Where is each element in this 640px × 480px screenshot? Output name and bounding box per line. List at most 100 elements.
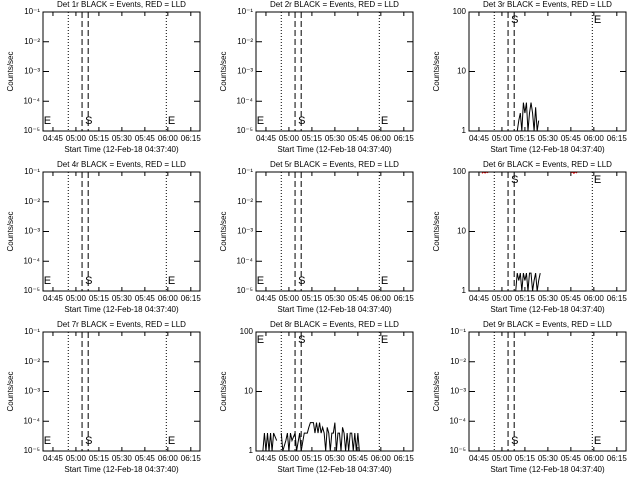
x-tick-label: 05:00 [66,134,87,143]
y-tick-label: 10⁻³ [237,227,253,236]
y-axis-label: Counts/sec [432,211,441,251]
annotation: E [44,435,51,447]
x-axis-label: Start Time (12-Feb-18 04:37:40) [64,465,179,474]
panel-title: Det 7r BLACK = Events, RED = LLD [57,320,186,329]
y-tick-label: 10⁻¹ [237,7,253,16]
x-tick-label: 04:45 [256,134,277,143]
annotation: S [511,435,518,447]
x-tick-label: 06:00 [584,134,605,143]
annotation: E [257,275,264,287]
y-tick-label: 10⁻¹ [24,167,40,176]
x-tick-label: 05:00 [66,454,87,463]
y-tick-label: 10⁻² [24,197,40,206]
x-tick-label: 06:00 [158,294,179,303]
x-tick-label: 05:15 [302,454,323,463]
y-tick-label: 1 [462,126,467,135]
x-tick-label: 06:00 [371,294,392,303]
x-tick-label: 06:15 [607,134,628,143]
y-tick-label: 10⁻² [450,357,466,366]
series-line [517,103,563,131]
x-axis-label: Start Time (12-Feb-18 04:37:40) [490,465,605,474]
x-tick-label: 05:15 [302,134,323,143]
panel-title: Det 4r BLACK = Events, RED = LLD [57,160,186,169]
x-tick-label: 04:45 [256,294,277,303]
x-tick-label: 05:30 [112,134,133,143]
panel: Det 7r BLACK = Events, RED = LLD Start Ti… [6,320,201,474]
x-tick-label: 04:45 [469,454,490,463]
x-axis-label: Start Time (12-Feb-18 04:37:40) [64,145,179,154]
y-tick-label: 10⁻⁵ [24,286,40,295]
y-tick-label: 10⁻⁵ [450,446,466,455]
x-tick-label: 05:45 [135,454,156,463]
y-tick-label: 10⁻¹ [237,167,253,176]
y-tick-label: 10⁻² [237,197,253,206]
x-tick-label: 05:30 [325,454,346,463]
annotation: S [298,115,305,127]
y-tick-label: 100 [240,327,254,336]
y-tick-label: 10 [244,387,253,396]
series-line [516,273,563,291]
y-axis-label: Counts/sec [6,211,15,251]
panel: Det 9r BLACK = Events, RED = LLD Start Ti… [432,320,627,474]
x-axis-label: Start Time (12-Feb-18 04:37:40) [277,145,392,154]
x-axis-label: Start Time (12-Feb-18 04:37:40) [64,305,179,314]
y-axis-label: Counts/sec [432,51,441,91]
x-tick-label: 06:15 [181,294,202,303]
panel-title: Det 3r BLACK = Events, RED = LLD [483,0,612,9]
y-axis-label: Counts/sec [219,211,228,251]
y-tick-label: 10⁻⁵ [24,126,40,135]
annotation: E [381,115,388,127]
panel: Det 3r BLACK = Events, RED = LLD Start Ti… [432,0,627,154]
x-tick-label: 06:00 [371,134,392,143]
panel: Det 5r BLACK = Events, RED = LLD Start Ti… [219,160,414,314]
y-tick-label: 100 [453,167,467,176]
y-tick-label: 10⁻² [24,37,40,46]
x-tick-label: 04:45 [43,294,64,303]
y-tick-label: 10⁻⁴ [23,256,40,265]
y-tick-label: 10⁻⁵ [24,446,40,455]
plot-frame [468,171,627,292]
panel-title: Det 2r BLACK = Events, RED = LLD [270,0,399,9]
y-tick-label: 10⁻⁴ [236,96,253,105]
panel: Det 6r BLACK = Events, RED = LLD Start Ti… [432,160,627,314]
panel-title: Det 6r BLACK = Events, RED = LLD [483,160,612,169]
x-tick-label: 05:00 [279,134,300,143]
x-tick-label: 06:00 [158,454,179,463]
x-tick-label: 05:45 [135,134,156,143]
x-tick-label: 05:15 [515,294,536,303]
x-tick-label: 05:00 [492,454,513,463]
x-tick-label: 05:00 [279,294,300,303]
annotation: S [298,275,305,287]
x-tick-label: 04:45 [43,134,64,143]
annotation: E [257,334,264,346]
x-tick-label: 05:15 [89,134,110,143]
x-tick-label: 05:15 [515,454,536,463]
y-tick-label: 10⁻⁵ [237,286,253,295]
annotation: S [511,174,518,186]
annotation: E [168,435,175,447]
x-tick-label: 05:45 [561,454,582,463]
x-tick-label: 05:15 [89,454,110,463]
x-tick-label: 04:45 [469,294,490,303]
annotation: E [594,174,601,186]
annotation: S [85,115,92,127]
y-tick-label: 10⁻¹ [450,327,466,336]
y-tick-label: 10⁻³ [24,387,40,396]
y-tick-label: 100 [453,7,467,16]
x-tick-label: 05:30 [538,134,559,143]
y-tick-label: 10 [457,227,466,236]
y-tick-label: 10⁻¹ [24,327,40,336]
panel-title: Det 9r BLACK = Events, RED = LLD [483,320,612,329]
y-axis-label: Counts/sec [219,371,228,411]
x-tick-label: 05:45 [561,134,582,143]
x-tick-label: 06:15 [607,294,628,303]
y-tick-label: 10⁻³ [24,227,40,236]
y-axis-label: Counts/sec [219,51,228,91]
x-tick-label: 05:45 [561,294,582,303]
annotation: S [298,334,305,346]
y-tick-label: 10⁻³ [450,387,466,396]
annotation: E [381,334,388,346]
x-tick-label: 04:45 [43,454,64,463]
annotation: E [44,115,51,127]
panel-title: Det 1r BLACK = Events, RED = LLD [57,0,186,9]
